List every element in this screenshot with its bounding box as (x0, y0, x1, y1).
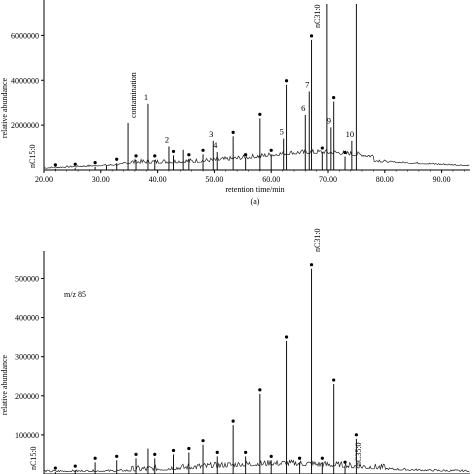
top-peak-markers (53, 34, 347, 167)
peak-number-label: 4 (213, 140, 218, 150)
bottom-nc35-annotation: nC35:0 (354, 442, 363, 466)
top-peak-dot (73, 162, 77, 166)
top-x-tick-label: 70.00 (319, 175, 337, 184)
top-peak-dot (134, 154, 138, 158)
bottom-axes (43, 251, 470, 474)
top-peak-dot (231, 130, 235, 134)
top-peak-dot (115, 157, 119, 161)
bot-peak-dot (231, 419, 235, 423)
top-peak-dot (258, 112, 262, 117)
peak-number-label: 3 (209, 129, 213, 139)
top-peak-lines (54, 4, 357, 170)
peak-number-label: 6 (301, 103, 305, 113)
bot-peak-dot (53, 466, 57, 470)
peak-number-label: 1 (144, 92, 148, 102)
bottom-peak-markers (53, 263, 358, 470)
bot-peak-dot (343, 460, 347, 464)
bottom-peak-lines (54, 268, 357, 474)
bot-peak-dot (171, 448, 176, 453)
top-peak-dot (53, 163, 57, 167)
top-x-tick-label: 80.00 (376, 175, 394, 184)
bot-peak-dot (187, 446, 191, 451)
top-caption: (a) (251, 197, 260, 206)
top-nc31-annotation: nC31:0 (313, 4, 322, 28)
peak-number-label: 7 (305, 79, 309, 89)
top-peak-dot (320, 146, 324, 150)
peak-number-label: 5 (280, 127, 284, 137)
top-peak-dot (244, 153, 248, 157)
top-y-axis-title: relative abundance (0, 77, 9, 138)
bot-peak-dot (201, 439, 205, 443)
bot-y-tick-label: 200000 (15, 392, 39, 401)
top-peak-dot (93, 161, 97, 165)
top-axes (43, 0, 470, 171)
top-peak-dot (187, 153, 191, 157)
bottom-y-axis-title: relative abundance (0, 354, 9, 415)
top-peak-dot (153, 154, 157, 158)
top-x-tick-labels: 20.00 30.00 40.00 50.00 60.00 70.00 80.00 90.00 (35, 170, 465, 184)
top-x-axis-title: retention time/min (225, 185, 284, 194)
top-peak-dot (332, 95, 336, 100)
top-peak-dot (309, 34, 314, 38)
bot-y-tick-label: 400000 (15, 314, 39, 323)
top-nc15-annotation: nC15:0 (28, 144, 37, 168)
bot-peak-dot (73, 464, 77, 468)
top-x-tick-label: 20.00 (35, 175, 53, 184)
bot-peak-dot (269, 454, 273, 458)
top-peak-dot (284, 79, 289, 83)
bot-peak-dot (134, 452, 138, 456)
bottom-nc15-annotation: nC15:0 (29, 446, 38, 470)
top-contamination-annotation: contamination (129, 72, 138, 118)
bot-peak-dot (258, 388, 262, 392)
bot-y-tick-label: 300000 (15, 353, 39, 362)
top-x-tick-label: 50.00 (205, 175, 223, 184)
bot-peak-dot (153, 452, 157, 456)
bot-peak-dot (320, 456, 324, 460)
top-peak-dot (343, 150, 347, 155)
top-chromatogram-panel: 1 2 34 5 6 7 9 10 20.00 30.00 40.00 50.00 60.00 70.0… (0, 0, 470, 206)
top-x-tick-label: 90.00 (433, 175, 451, 184)
bot-peak-dot (93, 456, 97, 460)
peak-number-label: 9 (327, 115, 331, 125)
bot-y-tick-label: 500000 (15, 274, 39, 283)
top-y-tick-label: 6000000 (11, 31, 39, 40)
top-y-tick-label: 2000000 (11, 121, 39, 130)
top-peak-dot (269, 148, 273, 152)
top-peak-dot (171, 149, 176, 154)
bottom-ion-label: m/z 85 (64, 290, 86, 299)
bot-peak-dot (115, 454, 119, 458)
bot-peak-dot (244, 450, 248, 455)
bot-peak-dot (215, 450, 219, 455)
peak-number-label: 10 (346, 129, 355, 139)
top-chromatogram-trace (43, 148, 470, 169)
top-y-tick-label: 4000000 (11, 76, 39, 85)
peak-number-label: 2 (165, 134, 169, 144)
bot-peak-dot (354, 433, 358, 437)
bottom-chromatogram-trace (43, 459, 470, 473)
top-x-tick-label: 30.00 (92, 175, 110, 184)
bottom-y-tick-labels: 100000 200000 300000 400000 500000 (15, 274, 44, 440)
bottom-chromatogram-panel: 100000 200000 300000 400000 500000 relative … (0, 228, 470, 474)
bot-peak-dot (309, 263, 314, 267)
bot-peak-dot (284, 335, 289, 339)
top-peak-dot (201, 148, 205, 152)
bottom-nc31-annotation: nC31:0 (313, 228, 322, 252)
bot-y-tick-label: 100000 (15, 431, 39, 440)
top-x-tick-label: 60.00 (262, 175, 280, 184)
top-y-tick-labels: 2000000 4000000 6000000 (11, 31, 44, 130)
top-x-tick-label: 40.00 (149, 175, 167, 184)
top-peak-labels: 1 2 34 5 6 7 9 10 (144, 79, 354, 150)
bot-peak-dot (298, 456, 302, 460)
bot-peak-dot (332, 378, 336, 382)
